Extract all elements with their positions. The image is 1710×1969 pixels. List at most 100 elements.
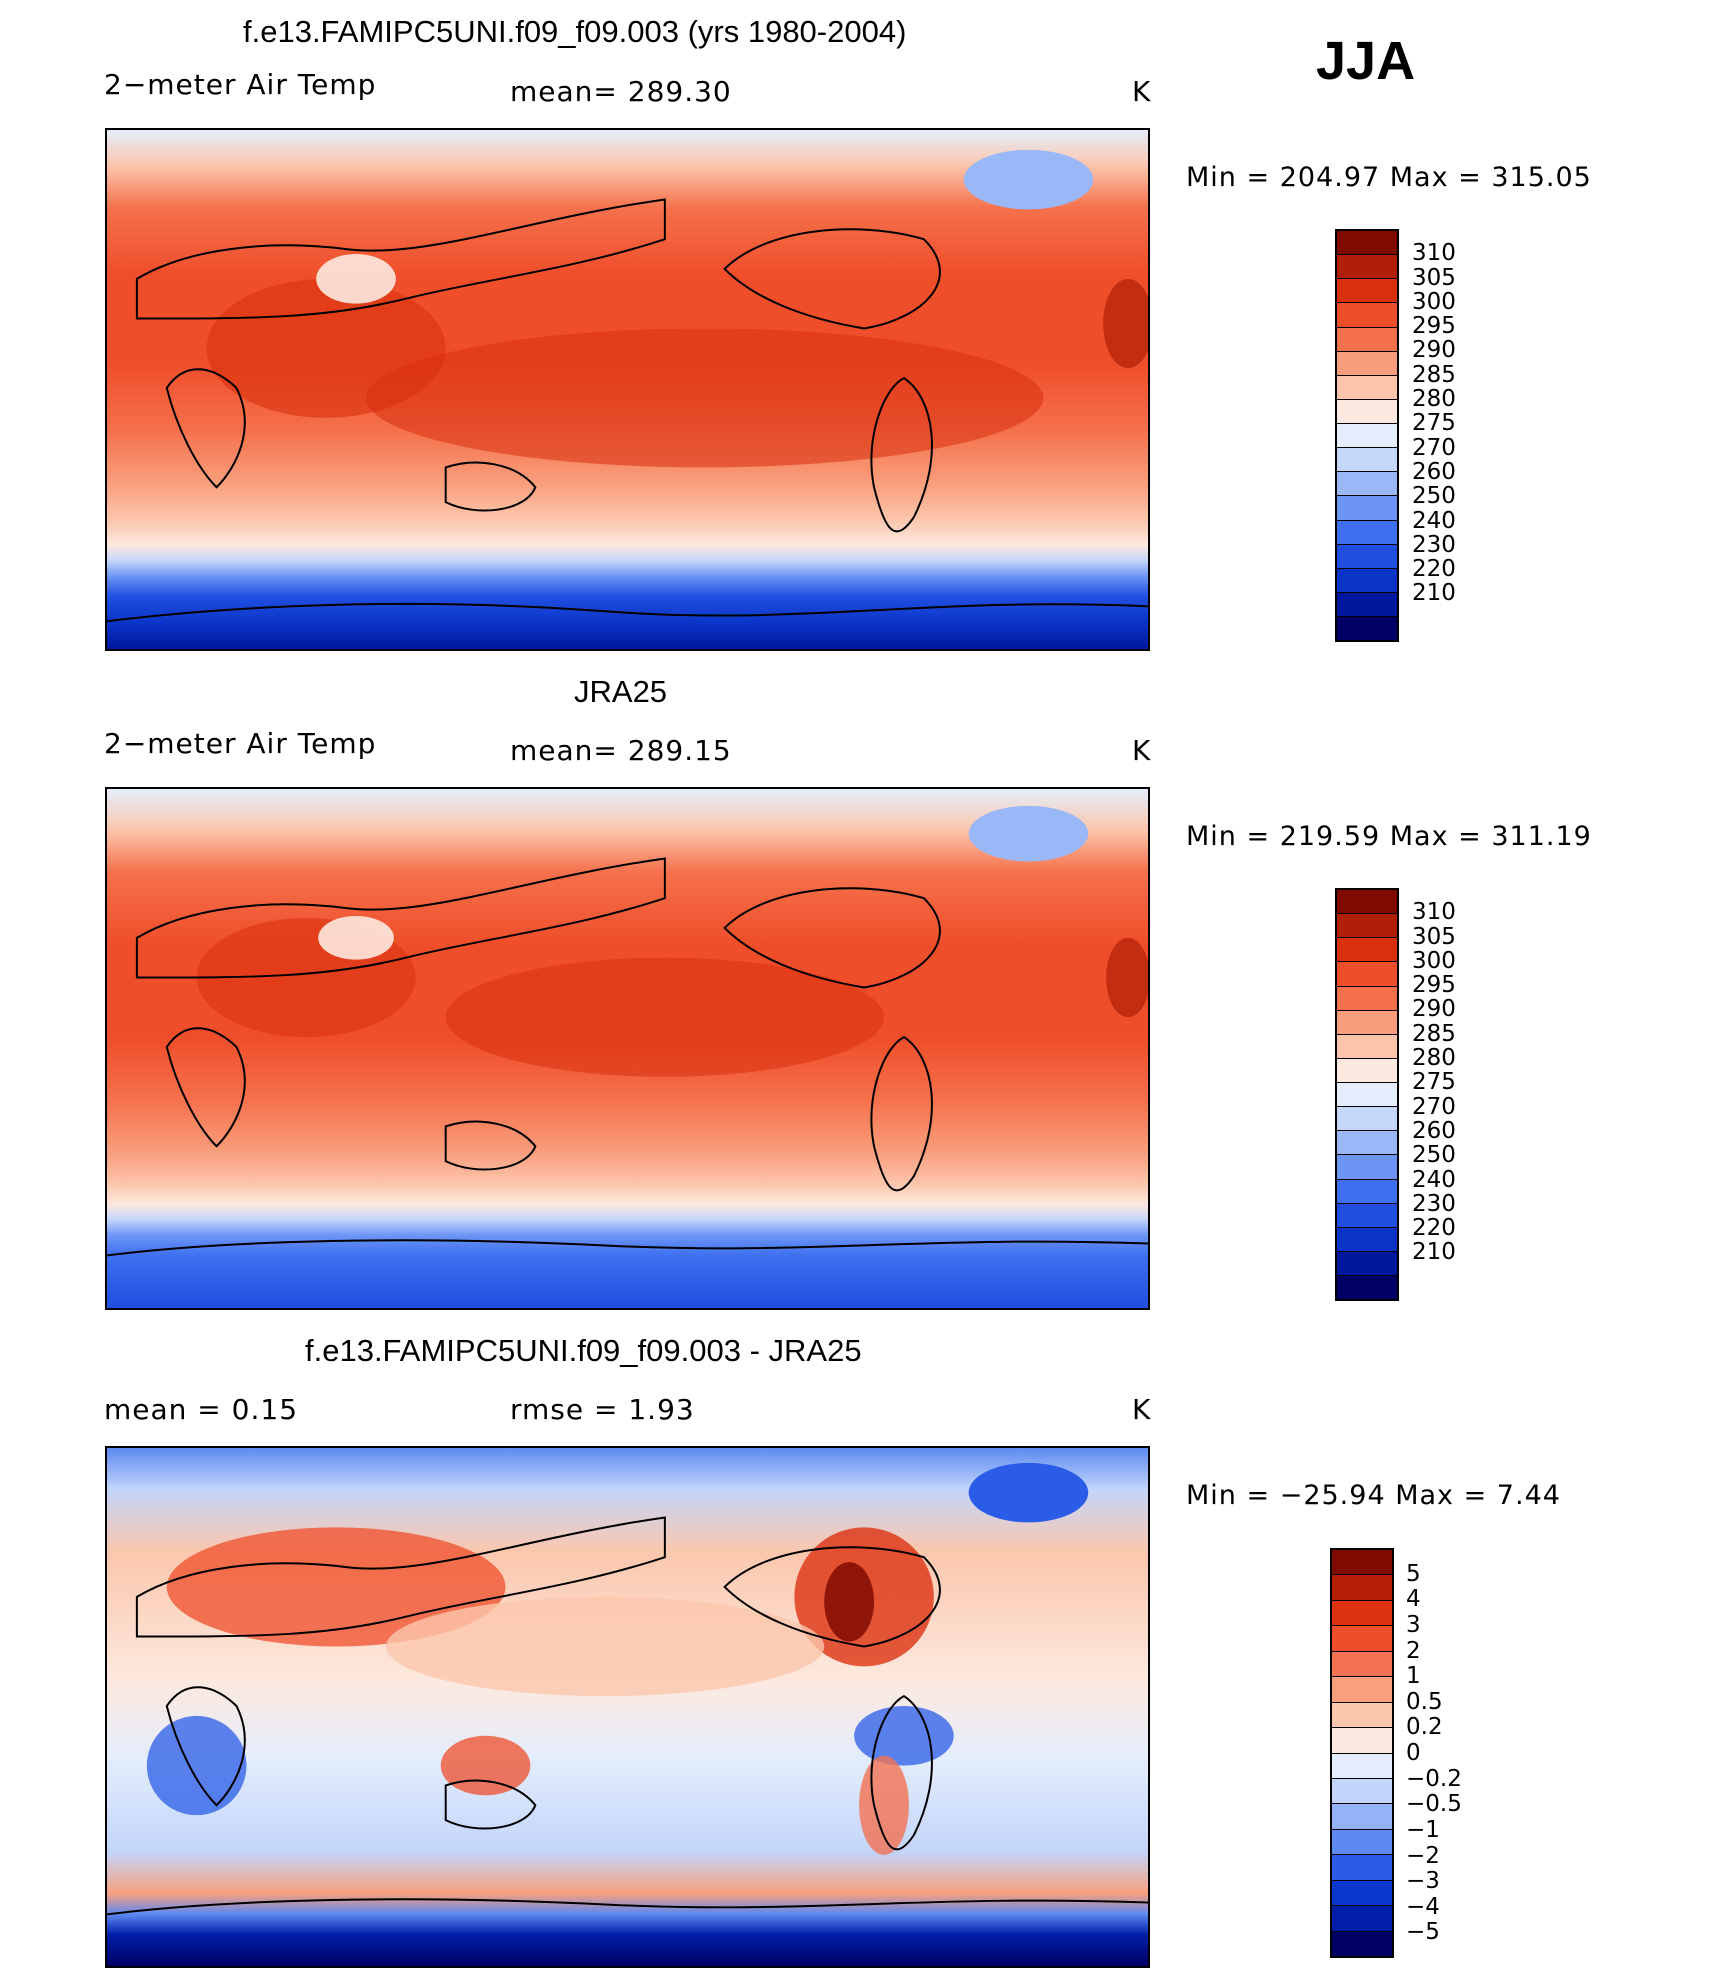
colorbar-cell (1337, 568, 1397, 593)
colorbar-tick-label: 285 (1412, 1020, 1456, 1047)
colorbar-cell (1337, 938, 1397, 963)
colorbar-tick-label: −2 (1406, 1842, 1440, 1869)
colorbar-cell (1337, 1276, 1397, 1300)
colorbar-cell (1337, 1179, 1397, 1204)
colorbar-diff-cells (1332, 1550, 1392, 1956)
colorbar-cell (1337, 1083, 1397, 1108)
map-model (105, 128, 1150, 651)
colorbar-tick-label: 220 (1412, 556, 1456, 583)
colorbar-cell (1337, 424, 1397, 449)
colorbar-cell (1337, 279, 1397, 304)
panel-units-diff: K (1132, 1393, 1152, 1426)
colorbar-tick-label: 3 (1406, 1611, 1421, 1638)
colorbar-cell (1337, 327, 1397, 352)
colorbar-cell (1337, 1058, 1397, 1083)
colorbar-tick-label: 295 (1412, 972, 1456, 999)
colorbar-tick-label: 275 (1412, 410, 1456, 437)
panel-minmax-model: Min = 204.97 Max = 315.05 (1186, 162, 1592, 193)
colorbar-tick-label: 270 (1412, 1093, 1456, 1120)
panel-left-label-model: 2−meter Air Temp (104, 68, 377, 101)
colorbar-tick-label: 280 (1412, 386, 1456, 413)
colorbar-tick-label: 300 (1412, 947, 1456, 974)
colorbar-cell (1337, 592, 1397, 617)
colorbar-tick-label: 210 (1412, 1239, 1456, 1266)
colorbar-cell (1337, 351, 1397, 376)
colorbar-cell (1337, 255, 1397, 280)
colorbar-cell (1332, 1931, 1392, 1956)
panel-minmax-obs: Min = 219.59 Max = 311.19 (1186, 821, 1592, 852)
colorbar-cell (1337, 520, 1397, 545)
colorbar-cell (1337, 1010, 1397, 1035)
colorbar-cell (1337, 1203, 1397, 1228)
colorbar-tick-label: 300 (1412, 288, 1456, 315)
map-obs (105, 787, 1150, 1310)
colorbar-cell (1337, 890, 1397, 915)
colorbar-cell (1332, 1626, 1392, 1652)
colorbar-cell (1337, 231, 1397, 256)
colorbar-cell (1337, 375, 1397, 400)
colorbar-tick-label: 285 (1412, 361, 1456, 388)
colorbar-tick-label: −0.5 (1406, 1791, 1462, 1818)
colorbar-tick-label: 305 (1412, 923, 1456, 950)
colorbar-cell (1337, 1251, 1397, 1276)
colorbar-tick-label: 310 (1412, 899, 1456, 926)
colorbar-tick-label: 1 (1406, 1663, 1421, 1690)
colorbar-cell (1332, 1906, 1392, 1932)
colorbar-tick-label: 220 (1412, 1215, 1456, 1242)
colorbar-tick-label: 240 (1412, 507, 1456, 534)
colorbar-diff-ticks: 5 4 3 2 1 0.5 0.2 0 −0.2 −0.5 −1 −2 −3 −4 −5 (1406, 1548, 1506, 1958)
colorbar-cell (1332, 1880, 1392, 1907)
colorbar-cell (1332, 1677, 1392, 1703)
colorbar-tick-label: 260 (1412, 1117, 1456, 1144)
colorbar-tick-label: 290 (1412, 337, 1456, 364)
colorbar-tick-label: 0 (1406, 1740, 1421, 1766)
colorbar-tick-label: −1 (1406, 1816, 1440, 1843)
colorbar-tick-label: 230 (1412, 1190, 1456, 1217)
season-label: JJA (1316, 31, 1416, 91)
panel-title-model: f.e13.FAMIPC5UNI.f09_f09.003 (yrs 1980-2… (243, 14, 907, 49)
colorbar-tick-label: 4 (1406, 1586, 1421, 1613)
colorbar-cell (1337, 544, 1397, 569)
colorbar-tick-label: 2 (1406, 1637, 1421, 1664)
panel-units-obs: K (1132, 734, 1152, 767)
colorbar-cell (1337, 1034, 1397, 1059)
colorbar-cell (1337, 496, 1397, 521)
colorbar-cell (1332, 1778, 1392, 1805)
colorbar-tick-label: 250 (1412, 1142, 1456, 1169)
colorbar-cell (1332, 1651, 1392, 1678)
colorbar-cell (1337, 914, 1397, 939)
colorbar-tick-label: 275 (1412, 1069, 1456, 1096)
colorbar-tick-label: 0.5 (1406, 1688, 1443, 1715)
colorbar-obs (1335, 888, 1399, 1301)
colorbar-tick-label: 5 (1406, 1560, 1421, 1587)
panel-mean-label-obs: mean= 289.15 (510, 734, 732, 767)
panel-mean-label-diff: mean = 0.15 (104, 1393, 299, 1426)
colorbar-cell (1332, 1600, 1392, 1627)
colorbar-cell (1337, 962, 1397, 987)
colorbar-cell (1337, 303, 1397, 328)
colorbar-cell (1332, 1575, 1392, 1601)
colorbar-tick-label: 305 (1412, 264, 1456, 291)
colorbar-tick-label: 0.2 (1406, 1714, 1443, 1741)
colorbar-tick-label: 270 (1412, 434, 1456, 461)
colorbar-cell (1332, 1855, 1392, 1881)
panel-mean-label-model: mean= 289.30 (510, 75, 732, 108)
panel-rmse-label-diff: rmse = 1.93 (510, 1393, 695, 1426)
colorbar-obs-ticks: 310 305 300 295 290 285 280 275 270 260 250 240 230 2… (1412, 888, 1492, 1301)
colorbar-tick-label: −3 (1406, 1868, 1440, 1895)
colorbar-diff (1330, 1548, 1394, 1958)
colorbar-cell (1337, 399, 1397, 424)
colorbar-cell (1332, 1702, 1392, 1729)
colorbar-cell (1337, 617, 1397, 641)
colorbar-cell (1332, 1829, 1392, 1856)
panel-title-obs: JRA25 (574, 674, 668, 709)
panel-left-label-obs: 2−meter Air Temp (104, 727, 377, 760)
colorbar-tick-label: 240 (1412, 1166, 1456, 1193)
colorbar-cell (1332, 1804, 1392, 1830)
colorbar-model (1335, 229, 1399, 642)
colorbar-cell (1332, 1550, 1392, 1576)
colorbar-cell (1337, 1155, 1397, 1180)
colorbar-tick-label: −0.2 (1406, 1765, 1462, 1792)
colorbar-model-ticks: 310 305 300 295 290 285 280 275 270 260 250 240 230 2… (1412, 229, 1492, 642)
colorbar-tick-label: −5 (1406, 1919, 1440, 1946)
